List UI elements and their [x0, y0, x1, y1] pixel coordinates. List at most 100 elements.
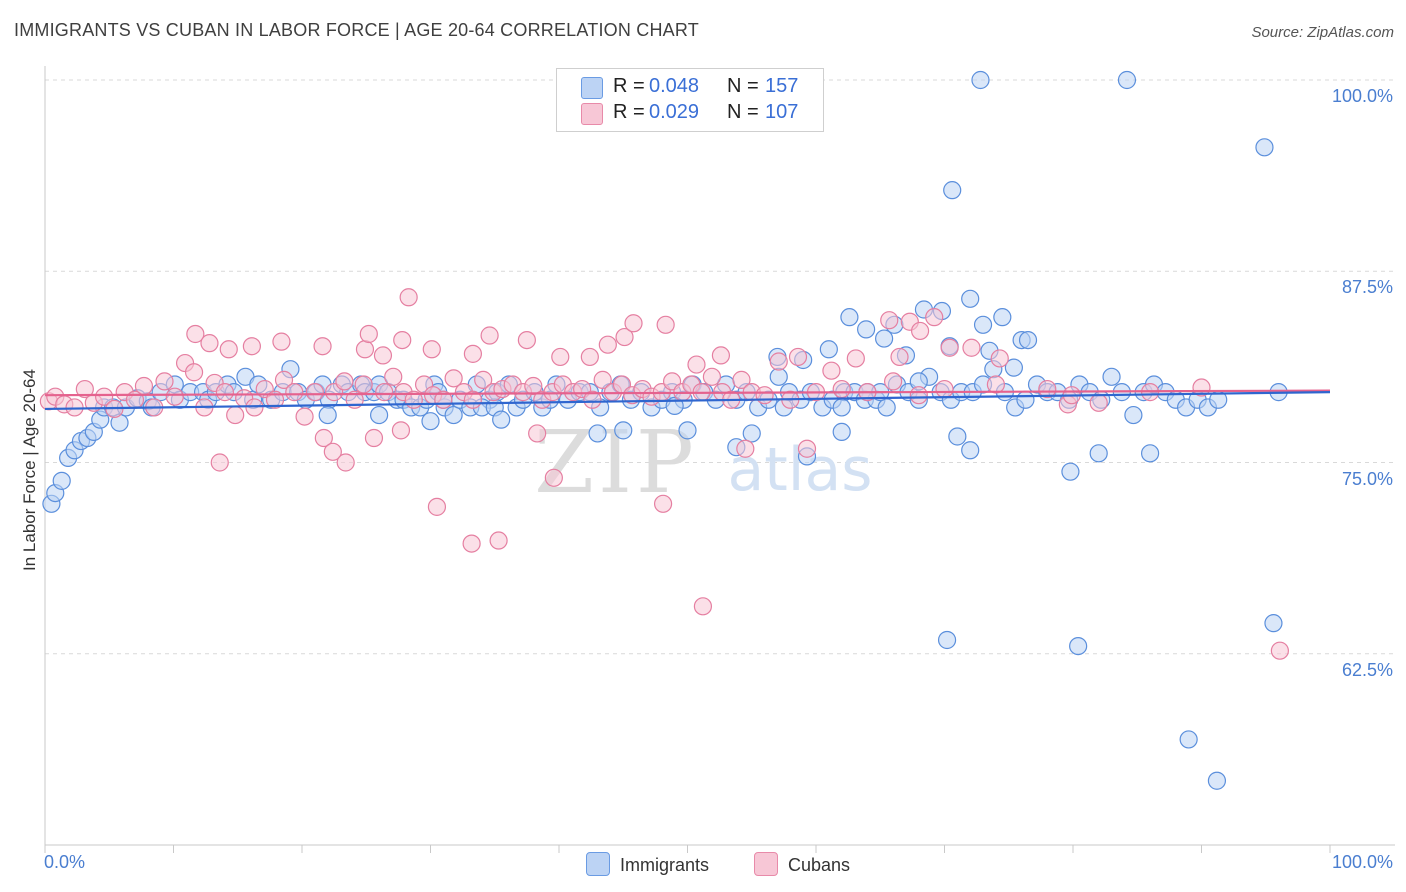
data-point: [210, 453, 229, 472]
x-tick-label: 100.0%: [1331, 852, 1393, 872]
data-point: [355, 340, 375, 359]
data-point: [186, 324, 205, 344]
data-point: [1255, 138, 1274, 157]
data-point: [492, 410, 511, 429]
data-point: [544, 468, 563, 487]
data-point: [583, 390, 602, 409]
data-point: [925, 308, 944, 327]
data-point: [336, 453, 355, 472]
data-point: [857, 320, 876, 339]
data-point: [95, 387, 114, 406]
data-point: [285, 383, 304, 402]
data-point: [1018, 331, 1038, 350]
data-point: [742, 424, 761, 443]
data-point: [819, 340, 838, 359]
y-tick-label: 100.0%: [1331, 86, 1393, 106]
data-point: [1016, 390, 1035, 409]
data-point: [993, 308, 1012, 327]
legend-n-label: N =: [727, 101, 759, 123]
data-point: [384, 367, 403, 386]
data-point: [877, 398, 896, 417]
data-point: [971, 70, 990, 90]
data-point: [593, 370, 612, 389]
legend-r-label: R =: [613, 101, 645, 123]
axes: [44, 66, 1395, 853]
legend-r-label: R =: [613, 75, 645, 97]
data-point: [615, 327, 634, 347]
data-point: [832, 398, 851, 417]
data-point: [990, 349, 1009, 368]
data-point: [883, 372, 903, 391]
legend-swatch-immigrants: [586, 852, 610, 876]
data-point: [588, 424, 607, 443]
data-point: [444, 369, 463, 388]
correlation-legend: R = 0.048 N = 157 R = 0.029 N = 107: [556, 68, 824, 132]
trend-lines: [44, 389, 1331, 411]
data-point: [769, 367, 788, 386]
y-tick-label: 87.5%: [1341, 277, 1393, 297]
data-point: [364, 428, 384, 448]
data-point: [693, 597, 713, 616]
legend-n-value: 157: [765, 75, 799, 97]
data-point: [797, 439, 817, 458]
data-point: [943, 181, 962, 200]
data-point: [480, 326, 499, 345]
data-point: [1089, 393, 1108, 412]
data-point: [1207, 771, 1227, 790]
data-point: [335, 372, 354, 391]
data-point: [242, 337, 261, 356]
legend-item-immigrants: Immigrants: [586, 852, 709, 876]
data-point: [846, 349, 865, 368]
data-point: [986, 375, 1006, 394]
data-point: [354, 375, 373, 394]
x-tick-label: 0.0%: [44, 852, 86, 872]
data-point: [219, 340, 238, 359]
data-point: [272, 332, 291, 351]
legend-r-value: 0.029: [649, 101, 700, 123]
data-point: [937, 630, 957, 650]
data-point: [788, 347, 808, 367]
data-point: [427, 497, 447, 516]
gridlines: [45, 79, 1395, 655]
data-point: [678, 421, 697, 440]
data-point: [265, 390, 285, 409]
trend-line-immigrants: [44, 391, 1331, 411]
data-point: [909, 386, 928, 405]
data-point: [580, 347, 599, 367]
data-point: [736, 439, 755, 458]
data-point: [489, 531, 508, 550]
data-point: [732, 370, 751, 389]
y-axis-label: In Labor Force | Age 20-64: [20, 369, 39, 571]
data-point: [399, 288, 418, 307]
data-point: [1038, 379, 1057, 399]
data-point: [226, 405, 245, 425]
data-point: [421, 412, 440, 431]
data-point: [165, 387, 184, 406]
data-point: [274, 370, 294, 389]
data-point: [1270, 641, 1289, 660]
data-point: [875, 329, 894, 348]
data-point: [75, 379, 94, 399]
legend-label-immigrants: Immigrants: [620, 855, 710, 875]
data-point: [1102, 367, 1121, 386]
data-point: [463, 344, 483, 363]
legend-r-value: 0.048: [649, 75, 700, 97]
data-point: [215, 383, 234, 402]
legend-swatch-immigrants: [581, 77, 603, 99]
data-point: [373, 346, 393, 365]
data-point: [935, 379, 954, 399]
data-point: [702, 367, 722, 386]
legend-swatch-cubans: [581, 103, 603, 125]
data-point: [1140, 444, 1160, 463]
data-point: [755, 386, 774, 405]
data-point: [880, 311, 899, 330]
data-point: [598, 335, 617, 354]
data-point: [822, 361, 841, 380]
data-point: [52, 471, 71, 490]
y-tick-label: 75.0%: [1341, 469, 1393, 489]
data-point: [948, 427, 967, 446]
data-point: [370, 405, 389, 425]
data-point: [422, 340, 441, 359]
data-point: [1117, 70, 1137, 90]
